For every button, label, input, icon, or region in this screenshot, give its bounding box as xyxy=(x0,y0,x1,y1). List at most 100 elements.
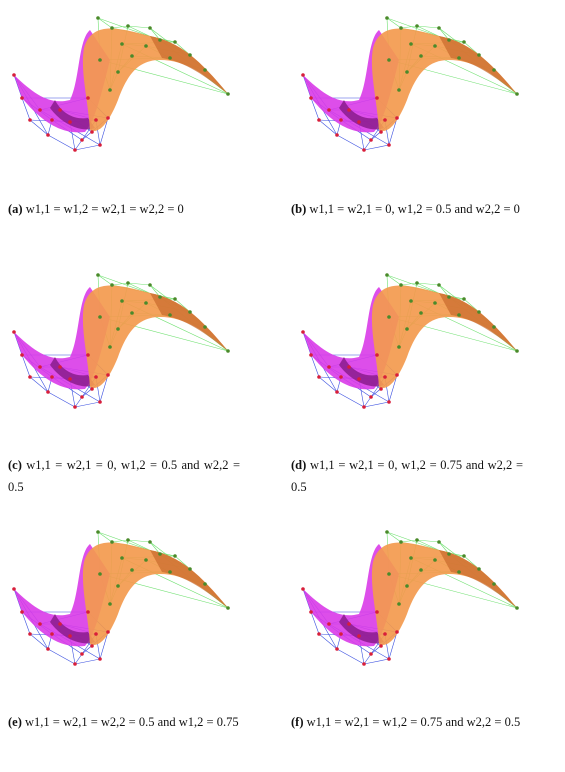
net-edge xyxy=(97,274,113,286)
control-point xyxy=(173,297,177,301)
caption-text: w1,1 = w2,1 = w1,2 = 0.75 and w2,2 = 0.5 xyxy=(306,715,521,729)
control-point xyxy=(158,38,162,42)
net-edge xyxy=(416,282,440,286)
control-point xyxy=(28,118,32,122)
net-edge xyxy=(363,653,372,665)
control-point xyxy=(98,572,102,576)
net-edge xyxy=(149,541,161,555)
net-edge xyxy=(310,97,320,121)
surface-plot xyxy=(301,273,519,409)
control-point xyxy=(108,345,112,349)
control-point xyxy=(110,26,114,30)
surface-shadow-right xyxy=(439,293,517,351)
control-point xyxy=(38,365,42,369)
subfigure-c: (c) w1,1 = w2,1 = 0, w1,2 = 0.5 and w2,2… xyxy=(0,257,282,514)
control-point xyxy=(73,662,77,666)
net-edge xyxy=(318,119,338,136)
net-edge xyxy=(47,648,76,665)
control-point xyxy=(90,644,94,648)
control-point xyxy=(110,283,114,287)
net-edge xyxy=(336,648,365,665)
control-point xyxy=(80,138,84,142)
control-point xyxy=(369,652,373,656)
surface-shadow-left xyxy=(339,357,384,387)
figure-group xyxy=(12,16,230,152)
control-point xyxy=(437,283,441,287)
control-point xyxy=(46,647,50,651)
control-point xyxy=(399,26,403,30)
control-point xyxy=(383,118,387,122)
control-point xyxy=(357,634,361,638)
net-edge xyxy=(74,401,101,408)
control-point xyxy=(98,143,102,147)
control-point xyxy=(46,133,50,137)
control-point xyxy=(94,632,98,636)
net-edge xyxy=(400,282,418,286)
control-point xyxy=(301,587,305,591)
net-edge xyxy=(127,25,151,29)
net-edge xyxy=(111,282,129,286)
net-edge xyxy=(127,539,151,543)
net-edge xyxy=(438,284,450,298)
caption-label: (c) xyxy=(8,458,22,472)
control-point xyxy=(98,657,102,661)
control-point xyxy=(357,120,361,124)
control-point xyxy=(317,375,321,379)
control-point xyxy=(168,570,172,574)
net-edge xyxy=(416,539,440,543)
control-point xyxy=(38,108,42,112)
control-point xyxy=(385,273,389,277)
net-edge xyxy=(388,374,398,403)
figure-group xyxy=(12,273,230,409)
surface-patch-right xyxy=(82,542,228,645)
control-point xyxy=(375,96,379,100)
caption: (c) w1,1 = w2,1 = 0, w1,2 = 0.5 and w2,2… xyxy=(8,454,240,498)
control-point xyxy=(362,148,366,152)
surface-shadow-right xyxy=(150,293,228,351)
control-point xyxy=(477,310,481,314)
subfigure-f: (f) w1,1 = w2,1 = w1,2 = 0.75 and w2,2 =… xyxy=(283,514,565,771)
control-point xyxy=(492,68,496,72)
net-edge xyxy=(388,631,398,660)
net-edge xyxy=(310,354,320,378)
control-point xyxy=(339,118,343,122)
control-point xyxy=(433,44,437,48)
control-point xyxy=(116,584,120,588)
control-point xyxy=(309,610,313,614)
control-point xyxy=(120,556,124,560)
control-point xyxy=(462,40,466,44)
subfigure-a: (a) w1,1 = w1,2 = w2,1 = w2,2 = 0 xyxy=(0,0,282,257)
control-point xyxy=(387,143,391,147)
control-point xyxy=(383,632,387,636)
control-point xyxy=(379,387,383,391)
control-point xyxy=(409,556,413,560)
control-point xyxy=(515,349,519,353)
surface-plot xyxy=(301,530,519,666)
control-point xyxy=(379,644,383,648)
control-point xyxy=(144,558,148,562)
net-edge xyxy=(99,374,109,403)
caption-text: w1,1 = w2,1 = 0, w1,2 = 0.5 and w2,2 = 0 xyxy=(309,202,520,216)
control-point xyxy=(96,16,100,20)
control-point xyxy=(188,567,192,571)
control-point xyxy=(144,301,148,305)
caption-label: (e) xyxy=(8,715,22,729)
subfigure-b: (b) w1,1 = w2,1 = 0, w1,2 = 0.5 and w2,2… xyxy=(283,0,565,257)
subfigure-d: (d) w1,1 = w2,1 = 0, w1,2 = 0.75 and w2,… xyxy=(283,257,565,514)
control-point xyxy=(375,353,379,357)
control-point xyxy=(347,365,351,369)
caption: (a) w1,1 = w1,2 = w2,1 = w2,2 = 0 xyxy=(8,198,240,220)
control-point xyxy=(335,390,339,394)
net-edge xyxy=(388,117,398,146)
net-edge xyxy=(310,611,320,635)
control-point xyxy=(226,606,230,610)
surface-patch-right xyxy=(82,28,228,131)
control-point xyxy=(80,395,84,399)
control-point xyxy=(457,313,461,317)
control-point xyxy=(20,96,24,100)
control-point xyxy=(317,632,321,636)
surface-shadow-left xyxy=(339,100,384,130)
net-edge xyxy=(400,539,418,543)
control-point xyxy=(335,647,339,651)
control-point xyxy=(12,330,16,334)
